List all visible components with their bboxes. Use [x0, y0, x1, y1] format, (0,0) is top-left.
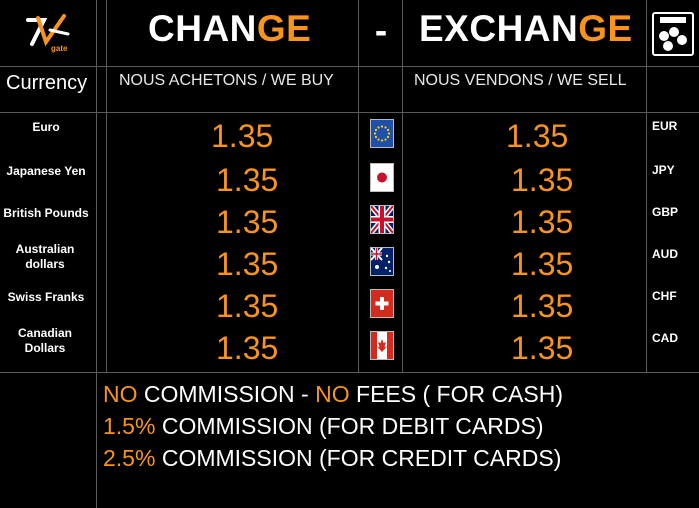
coins-icon: [652, 12, 694, 56]
currency-name: Australian dollars: [15, 242, 75, 271]
buy-rate: 1.35: [216, 246, 279, 282]
currency-code: CHF: [652, 289, 677, 303]
currency-name: Swiss Franks: [7, 290, 85, 304]
divider: [402, 0, 403, 372]
footer-line-credit: 2.5% COMMISSION (FOR CREDIT CARDS): [103, 445, 562, 471]
currency-code: JPY: [652, 163, 675, 177]
canada-flag-icon: [370, 331, 394, 360]
sell-rate: 1.35: [511, 204, 574, 240]
currency-code: CAD: [652, 331, 678, 345]
logo-mark-icon: [26, 14, 70, 47]
eu-flag-icon: [370, 119, 394, 148]
buy-rate: 1.35: [211, 118, 274, 154]
divider: [358, 0, 359, 372]
buy-rate: 1.35: [216, 204, 279, 240]
uk-flag-icon: [370, 205, 394, 234]
footer-line-debit: 1.5% COMMISSION (FOR DEBIT CARDS): [103, 413, 544, 439]
logo-text: gate: [51, 44, 68, 53]
sell-rate: 1.35: [511, 330, 574, 366]
title-change: CHANGE: [148, 8, 312, 49]
buy-rate: 1.35: [216, 288, 279, 324]
currency-name: Euro: [32, 120, 60, 134]
divider: [96, 0, 97, 508]
currency-name: British Pounds: [3, 206, 89, 220]
divider: [0, 372, 699, 373]
divider: [0, 66, 699, 67]
divider: [646, 0, 647, 372]
currency-column-header: Currency: [6, 72, 88, 94]
australia-flag-icon: [370, 247, 394, 276]
currency-code: AUD: [652, 247, 678, 261]
sell-rate: 1.35: [506, 118, 569, 154]
buy-rate: 1.35: [216, 162, 279, 198]
currency-code: EUR: [652, 119, 678, 133]
divider: [0, 112, 699, 113]
swiss-flag-icon: [370, 289, 394, 318]
currency-code: GBP: [652, 205, 679, 219]
sell-rate: 1.35: [511, 288, 574, 324]
title-exchange: EXCHANGE: [419, 8, 633, 49]
currency-name: Japanese Yen: [6, 164, 86, 178]
buy-column-header: NOUS ACHETONS / WE BUY: [119, 72, 334, 89]
title-separator: -: [374, 10, 388, 51]
sell-rate: 1.35: [511, 162, 574, 198]
buy-rate: 1.35: [216, 330, 279, 366]
sell-column-header: NOUS VENDONS / WE SELL: [414, 72, 627, 89]
footer-line-cash: NO COMMISSION - NO FEES ( FOR CASH): [103, 381, 564, 407]
japan-flag-icon: [370, 163, 394, 192]
sell-rate: 1.35: [511, 246, 574, 282]
logo: gate: [20, 10, 80, 56]
divider: [106, 0, 107, 372]
currency-name: Canadian Dollars: [17, 326, 72, 355]
